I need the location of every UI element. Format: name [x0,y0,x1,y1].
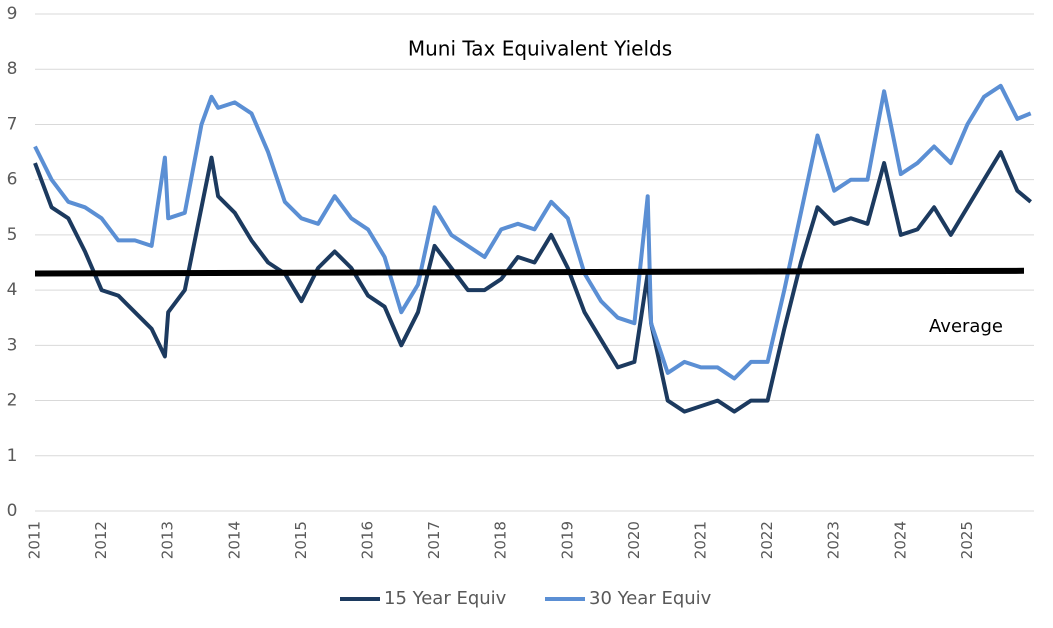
y-tick-label: 5 [7,225,18,245]
x-tick-label: 2013 [159,521,177,559]
y-tick-label: 7 [7,114,18,134]
y-tick-label: 4 [7,280,18,300]
y-tick-label: 2 [7,391,18,411]
x-tick-label: 2021 [692,521,710,559]
x-tick-label: 2024 [891,521,909,559]
y-tick-label: 8 [7,59,18,79]
chart-title: Muni Tax Equivalent Yields [408,37,672,61]
x-tick-label: 2018 [492,521,510,559]
x-tick-label: 2020 [625,521,643,559]
x-tick-label: 2012 [92,521,110,559]
y-tick-label: 9 [7,4,18,24]
series-line [33,83,1032,381]
x-tick-label: 2025 [958,521,976,559]
x-tick-label: 2022 [758,521,776,559]
average-line [34,267,1025,277]
x-tick-label: 2016 [359,521,377,559]
y-tick-label: 6 [7,170,18,190]
x-tick-label: 2015 [292,521,310,559]
legend-label: 30 Year Equiv [589,588,712,609]
annotation: Average [929,316,1003,337]
series-line [33,150,1032,414]
y-tick-label: 3 [7,335,18,355]
y-tick-label: 0 [7,501,18,521]
y-tick-label: 1 [7,446,18,466]
x-tick-label: 2023 [825,521,843,559]
x-tick-label: 2014 [225,521,243,559]
legend-label: 15 Year Equiv [384,588,507,609]
x-tick-label: 2011 [26,521,44,559]
x-tick-label: 2019 [558,521,576,559]
x-tick-label: 2017 [425,521,443,559]
